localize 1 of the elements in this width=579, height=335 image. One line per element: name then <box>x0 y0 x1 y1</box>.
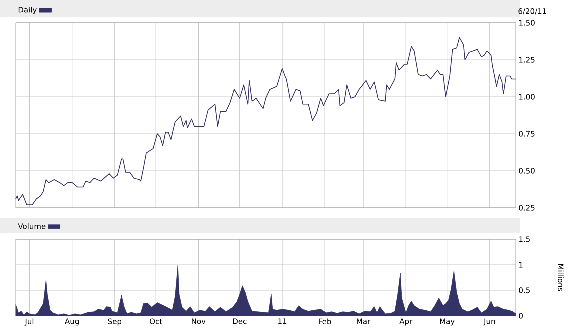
line-series <box>16 37 516 206</box>
